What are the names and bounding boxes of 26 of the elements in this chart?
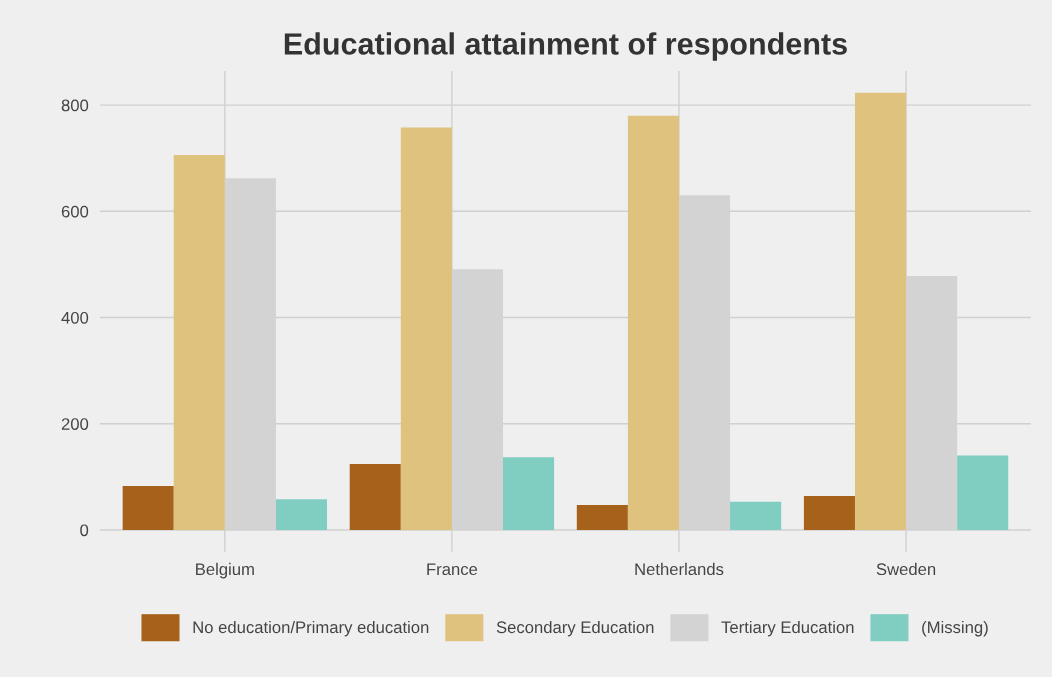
y-tick-label: 400: [61, 311, 89, 324]
bar: [122, 485, 174, 530]
bar: [957, 455, 1009, 530]
chart-title: Educational attainment of respondents: [284, 32, 847, 61]
bar: [854, 92, 907, 530]
bar: [349, 464, 401, 530]
bar: [576, 505, 628, 530]
legend-label: (Missing): [922, 620, 988, 637]
y-tick-label: 600: [61, 205, 89, 218]
y-tick-label: 200: [61, 418, 89, 430]
legend-label: Tertiary Education: [721, 620, 854, 637]
y-tick-label: 0: [80, 524, 89, 537]
legend-label: Secondary Education: [496, 620, 654, 637]
x-tick-label: Sweden: [876, 562, 936, 576]
bar: [503, 457, 555, 530]
bar: [627, 115, 679, 530]
x-tick-label: Belgium: [196, 562, 254, 579]
bar: [730, 501, 782, 530]
x-tick-label: France: [427, 563, 478, 576]
x-tick-label: Netherlands: [635, 562, 724, 576]
bar: [400, 127, 452, 530]
legend-label: No education/Primary education: [193, 620, 429, 637]
y-tick-label: 800: [61, 99, 89, 112]
bar: [803, 495, 855, 530]
bar: [275, 499, 328, 530]
bar: [173, 155, 225, 530]
